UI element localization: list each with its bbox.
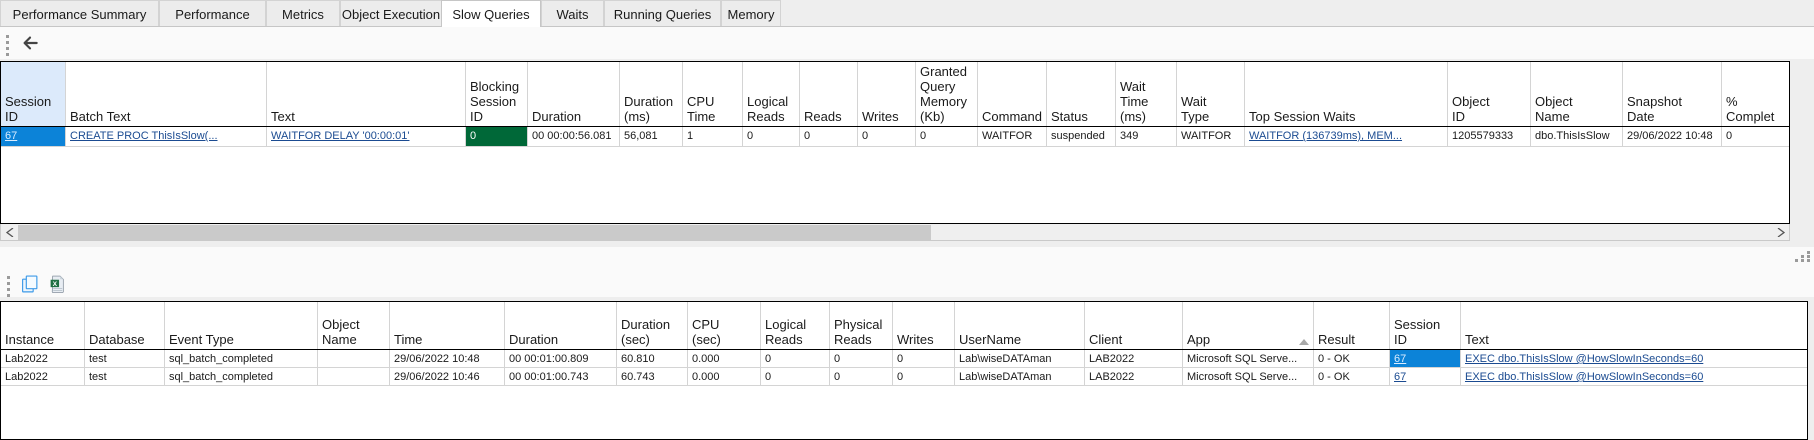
- svg-text:X: X: [53, 281, 58, 288]
